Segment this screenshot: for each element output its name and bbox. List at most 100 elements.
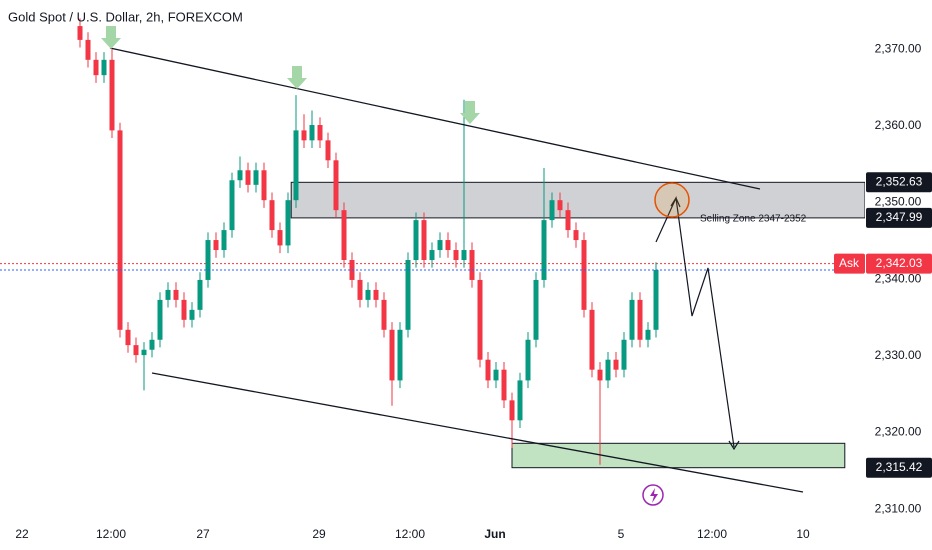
candle-body: [285, 200, 291, 246]
candle-body: [205, 240, 211, 280]
candle-body: [581, 240, 587, 310]
candle-body: [133, 345, 139, 356]
x-tick-label: 10: [796, 527, 810, 541]
zone: [511, 442, 846, 469]
candle-body: [325, 140, 331, 161]
top-markers: [101, 26, 480, 124]
x-tick-label: 12:00: [697, 527, 727, 541]
candle-body: [517, 380, 523, 421]
price-label-box: [866, 457, 932, 478]
zone-annotation: Selling Zone 2347-2352: [700, 214, 807, 225]
candle-body: [437, 240, 443, 251]
candle-body: [405, 260, 411, 330]
y-tick-label: 2,310.00: [875, 501, 922, 515]
ask-tag-box: [834, 253, 865, 274]
candle-body: [93, 59, 99, 76]
candle-body: [557, 200, 563, 211]
candle-body: [629, 299, 635, 340]
price-label-box: [866, 207, 932, 228]
candle-body: [277, 230, 283, 246]
candle-body: [221, 230, 227, 251]
lower-trendline: [151, 372, 804, 493]
candle-body: [645, 329, 651, 340]
candle-body: [141, 349, 147, 356]
candle-body: [389, 329, 395, 381]
candle-body: [525, 339, 531, 381]
candle-body: [109, 59, 115, 131]
y-tick-label: 2,330.00: [875, 348, 922, 362]
x-tick-label: Jun: [484, 527, 505, 541]
candle-body: [341, 210, 347, 260]
candle-body: [197, 279, 203, 310]
candle-body: [261, 170, 267, 201]
candle-body: [397, 329, 403, 381]
marker: [460, 101, 480, 124]
candle-body: [573, 230, 579, 241]
candle-body: [101, 59, 107, 76]
plot-area: [0, 18, 932, 469]
x-tick-label: 27: [196, 527, 210, 541]
candle-body: [485, 359, 491, 381]
candle-body: [333, 160, 339, 211]
y-tick-label: 2,350.00: [875, 195, 922, 209]
projection-path: [655, 195, 735, 448]
candle-body: [293, 130, 299, 201]
candle-body: [181, 299, 187, 320]
price-label: 2,347.99: [876, 210, 923, 224]
candle-body: [357, 279, 363, 300]
ask-label-box: [866, 253, 932, 274]
price-label-box: [866, 172, 932, 193]
candle-body: [653, 269, 659, 330]
candle-body: [493, 369, 499, 381]
candle-body: [613, 359, 619, 370]
candle-body: [77, 26, 83, 40]
candle-body: [373, 289, 379, 300]
x-tick-label: 22: [15, 527, 29, 541]
candle-body: [469, 250, 475, 280]
candle-body: [189, 309, 195, 320]
candle-body: [549, 200, 555, 221]
candle-body: [309, 125, 315, 141]
candle-body: [421, 220, 427, 260]
ask-label: 2,342.03: [876, 256, 923, 270]
zone: [290, 181, 866, 219]
price-label: 2,352.63: [876, 174, 923, 188]
candle-body: [365, 289, 371, 300]
candle-body: [589, 309, 595, 370]
y-tick-label: 2,320.00: [875, 425, 922, 439]
event-icon-bolt: [650, 488, 658, 503]
candle-body: [413, 220, 419, 260]
candle-body: [301, 130, 307, 141]
arrow-heads: [670, 196, 740, 451]
x-tick-label: 12:00: [395, 527, 425, 541]
price-label: 2,315.42: [876, 460, 923, 474]
candle-body: [149, 339, 155, 350]
candle-body: [381, 299, 387, 330]
candle-body: [125, 329, 131, 346]
x-tick-label: 12:00: [96, 527, 126, 541]
candle-body: [453, 250, 459, 260]
x-tick-label: 5: [618, 527, 625, 541]
candle-body: [477, 279, 483, 360]
candle-body: [85, 39, 91, 60]
candle-body: [229, 180, 235, 231]
candle-body: [501, 369, 507, 401]
candle-body: [637, 299, 643, 340]
candle-body: [533, 279, 539, 340]
candle-body: [157, 299, 163, 340]
candle-body: [245, 170, 251, 185]
candle-body: [541, 220, 547, 280]
candle-body: [509, 400, 515, 421]
candle-body: [213, 240, 219, 251]
candle-body: [253, 170, 259, 185]
highlight-circle: [654, 182, 690, 218]
candle-body: [445, 240, 451, 251]
candle-body: [621, 339, 627, 370]
candle-body: [173, 289, 179, 300]
candle-body: [597, 369, 603, 381]
y-tick-label: 2,340.00: [875, 271, 922, 285]
candle-body: [429, 250, 435, 260]
